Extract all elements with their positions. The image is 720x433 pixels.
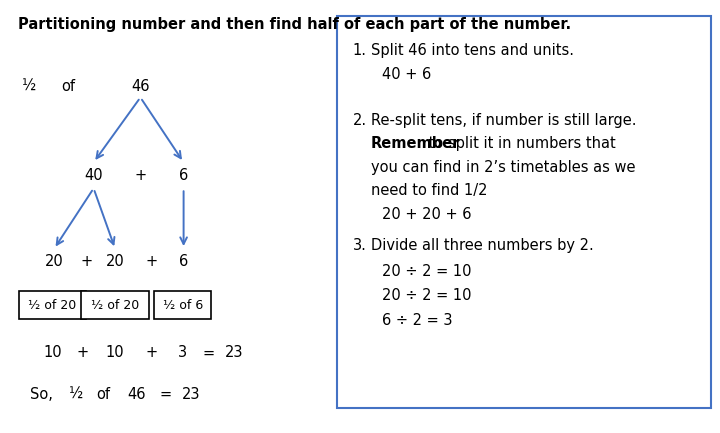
Text: ½ of 20: ½ of 20 — [28, 299, 77, 312]
Text: 40 + 6: 40 + 6 — [382, 67, 431, 82]
Text: 23: 23 — [225, 346, 243, 360]
Text: +: + — [145, 255, 157, 269]
Text: ½ of 6: ½ of 6 — [163, 299, 203, 312]
Text: 6: 6 — [179, 168, 188, 183]
Text: Partitioning number and then find half of each part of the number.: Partitioning number and then find half o… — [18, 17, 571, 32]
Text: Remember: Remember — [371, 136, 460, 152]
Text: of: of — [61, 79, 76, 94]
Text: ½ of 20: ½ of 20 — [91, 299, 140, 312]
Text: Re-split tens, if number is still large.: Re-split tens, if number is still large. — [371, 113, 636, 128]
Text: +: + — [81, 255, 92, 269]
Text: 6 ÷ 2 = 3: 6 ÷ 2 = 3 — [382, 313, 452, 328]
Text: =: = — [203, 346, 215, 360]
Text: 1.: 1. — [353, 43, 366, 58]
Text: +: + — [135, 168, 146, 183]
Text: Split 46 into tens and units.: Split 46 into tens and units. — [371, 43, 574, 58]
Text: 20 ÷ 2 = 10: 20 ÷ 2 = 10 — [382, 288, 471, 303]
Text: 23: 23 — [181, 387, 200, 401]
Text: 20 + 20 + 6: 20 + 20 + 6 — [382, 207, 471, 222]
Text: 46: 46 — [131, 79, 150, 94]
FancyBboxPatch shape — [19, 291, 86, 319]
Text: 10: 10 — [43, 346, 62, 360]
FancyBboxPatch shape — [81, 291, 149, 319]
Text: 2.: 2. — [353, 113, 367, 128]
Text: ½: ½ — [68, 387, 83, 401]
FancyBboxPatch shape — [337, 16, 711, 408]
Text: =: = — [160, 387, 171, 401]
Text: 10: 10 — [106, 346, 125, 360]
FancyBboxPatch shape — [154, 291, 212, 319]
Text: 20 ÷ 2 = 10: 20 ÷ 2 = 10 — [382, 264, 471, 279]
Text: Divide all three numbers by 2.: Divide all three numbers by 2. — [371, 238, 593, 253]
Text: 20: 20 — [106, 255, 125, 269]
Text: 40: 40 — [84, 168, 103, 183]
Text: you can find in 2’s timetables as we: you can find in 2’s timetables as we — [371, 160, 635, 175]
Text: ½: ½ — [22, 79, 36, 94]
Text: +: + — [145, 346, 157, 360]
Text: 46: 46 — [127, 387, 146, 401]
Text: 3.: 3. — [353, 238, 366, 253]
Text: So,: So, — [30, 387, 53, 401]
Text: to split it in numbers that: to split it in numbers that — [424, 136, 616, 152]
Text: of: of — [96, 387, 110, 401]
Text: +: + — [77, 346, 89, 360]
Text: 3: 3 — [179, 346, 187, 360]
Text: need to find 1/2: need to find 1/2 — [371, 183, 487, 198]
Text: 6: 6 — [179, 255, 188, 269]
Text: 20: 20 — [45, 255, 63, 269]
